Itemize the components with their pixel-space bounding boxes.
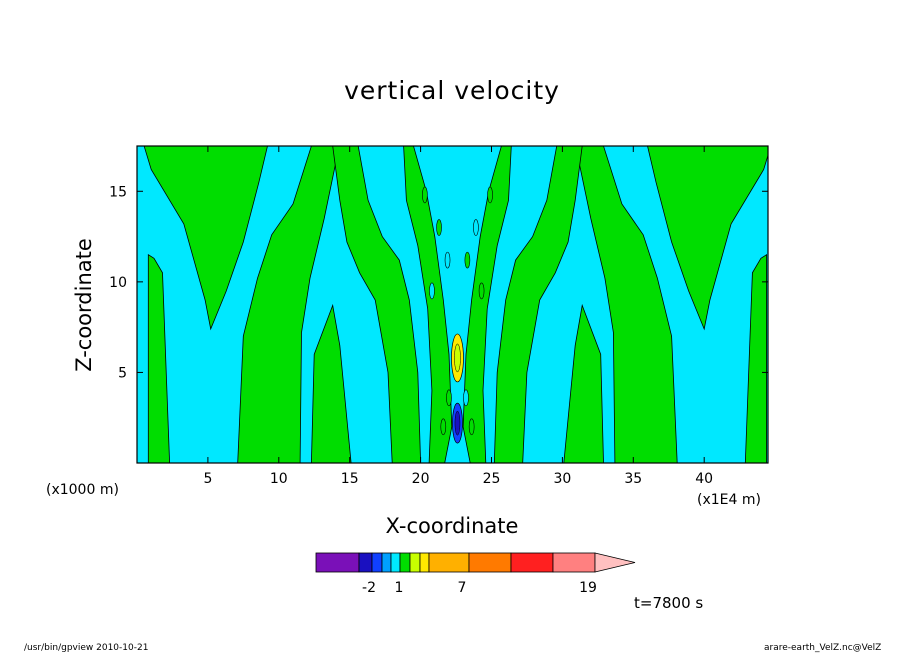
- colorbar-cell: [399, 552, 411, 573]
- y-tick-label: 15: [109, 184, 127, 200]
- time-label: t=7800 s: [634, 594, 704, 612]
- noise-cell: [464, 251, 471, 269]
- noise-cell: [468, 418, 475, 436]
- positive-band: [403, 146, 453, 463]
- noise-cell: [446, 389, 452, 407]
- chart-title: vertical velocity: [344, 76, 560, 105]
- noise-cell: [473, 219, 479, 236]
- y-tick-label: 5: [118, 365, 127, 381]
- updraft-core: [422, 186, 493, 444]
- colorbar-cell: [409, 552, 421, 573]
- noise-cell: [440, 418, 447, 436]
- colorbar-cell: [468, 552, 512, 573]
- noise-cell: [422, 186, 428, 204]
- core-yellow-inner: [454, 343, 461, 373]
- colorbar-cell: [419, 552, 430, 573]
- positive-band: [143, 146, 268, 331]
- colorbar-label: -2: [362, 580, 376, 596]
- x-tick-label: 5: [203, 471, 212, 487]
- x-tick-label: 25: [483, 471, 501, 487]
- x-tick-label: 10: [270, 471, 288, 487]
- y-tick-label: 10: [109, 275, 127, 291]
- x-tick-label: 40: [695, 471, 713, 487]
- noise-cell: [487, 186, 493, 204]
- colorbar: -2 1 7 19: [315, 552, 636, 596]
- colorbar-cell: [510, 552, 554, 573]
- positive-band-mirror: [563, 303, 604, 463]
- x-axis-ticks: 5 10 15 20 25 30 35 40: [203, 146, 713, 487]
- positive-band: [147, 253, 171, 463]
- x-unit-right: (x1E4 m): [697, 492, 761, 508]
- positive-band: [310, 303, 352, 463]
- core-darkblue: [454, 410, 461, 436]
- x-tick-label: 35: [624, 471, 642, 487]
- colorbar-cell: [358, 552, 373, 573]
- noise-cell: [444, 251, 451, 269]
- y-axis-ticks: 5 10 15: [109, 184, 768, 381]
- x-axis-label: X-coordinate: [385, 514, 519, 538]
- colorbar-cell: [381, 552, 392, 573]
- positive-band: [332, 146, 422, 463]
- positive-band-mirror: [744, 253, 767, 463]
- positive-band-mirror: [493, 146, 583, 463]
- noise-cell: [463, 389, 469, 407]
- colorbar-cell: [315, 552, 360, 573]
- colorbar-cell: [371, 552, 383, 573]
- positive-band-mirror: [462, 146, 512, 463]
- noise-cell: [478, 282, 485, 300]
- positive-band-mirror: [647, 146, 768, 331]
- colorbar-arrow: [594, 552, 636, 573]
- colorbar-label: 1: [395, 580, 404, 596]
- positive-bands: [143, 146, 768, 463]
- colorbar-cell: [552, 552, 596, 573]
- y-axis-label: Z-coordinate: [72, 238, 96, 372]
- x-unit-left: (x1000 m): [46, 482, 119, 498]
- colorbar-label: 7: [458, 580, 467, 596]
- x-tick-label: 30: [553, 471, 571, 487]
- footer-left: /usr/bin/gpview 2010-10-21: [24, 643, 149, 653]
- footer-right: arare-earth_VelZ.nc@VelZ: [764, 643, 882, 653]
- x-tick-label: 20: [412, 471, 430, 487]
- colorbar-cell: [428, 552, 470, 573]
- positive-band-mirror: [571, 146, 678, 463]
- noise-cell: [429, 282, 435, 300]
- colorbar-label: 19: [579, 580, 597, 596]
- positive-band: [237, 146, 344, 463]
- colorbar-cell: [390, 552, 401, 573]
- noise-cell: [436, 219, 442, 236]
- x-tick-label: 15: [341, 471, 359, 487]
- plot-frame: [136, 145, 769, 464]
